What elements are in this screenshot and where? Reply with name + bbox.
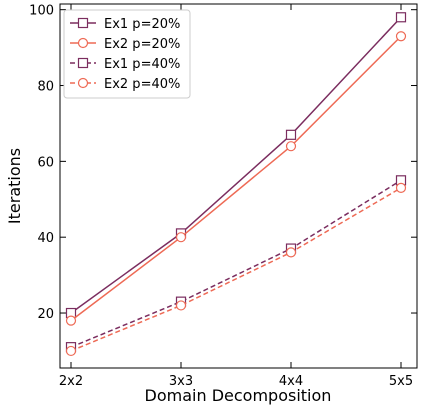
data-point <box>65 315 77 326</box>
y-tick-label: 40 <box>37 231 54 246</box>
series-line <box>70 179 402 348</box>
data-point <box>175 300 187 311</box>
data-point <box>285 141 297 152</box>
plot-frame <box>59 3 418 369</box>
legend-item: Ex2 p=40% <box>70 77 180 92</box>
legend-label: Ex1 p=40% <box>104 57 180 72</box>
legend-swatch-marker <box>77 37 89 49</box>
series-layer <box>65 12 407 357</box>
data-point <box>65 345 77 357</box>
x-tick-label: 5x5 <box>389 374 413 389</box>
y-tick-label: 100 <box>29 4 54 19</box>
series-2 <box>65 31 407 326</box>
legend-swatch-marker <box>77 17 89 29</box>
y-axis: 20 40 60 80 100 <box>29 4 417 322</box>
legend: Ex1 p=20% Ex2 p=20% Ex1 p=40% Ex2 p=40% <box>63 9 191 99</box>
series-line <box>70 16 402 314</box>
x-tick-label: 4x4 <box>279 374 303 389</box>
data-point <box>285 129 297 140</box>
series-4 <box>65 182 407 357</box>
data-point <box>395 31 407 42</box>
y-axis-title: Iterations <box>5 148 24 224</box>
legend-label: Ex1 p=20% <box>104 17 180 32</box>
series-line <box>70 35 402 322</box>
x-axis: 2x2 3x3 4x4 5x5 <box>59 4 413 389</box>
x-axis-title: Domain Decomposition <box>145 386 332 405</box>
data-point <box>285 247 297 258</box>
legend-swatch-marker <box>77 77 89 89</box>
legend-label: Ex2 p=40% <box>104 77 180 92</box>
legend-swatch-marker <box>77 57 89 69</box>
y-tick-label: 20 <box>37 307 54 322</box>
data-point <box>395 182 407 193</box>
data-point <box>175 232 187 243</box>
legend-item: Ex2 p=20% <box>70 37 180 52</box>
x-tick-label: 3x3 <box>169 374 193 389</box>
x-tick-label: 2x2 <box>59 374 83 389</box>
legend-item: Ex1 p=20% <box>70 17 180 32</box>
y-tick-label: 80 <box>37 80 54 95</box>
legend-frame <box>63 9 191 99</box>
series-3 <box>65 175 407 353</box>
data-point <box>395 12 407 23</box>
legend-label: Ex2 p=20% <box>104 37 180 52</box>
legend-item: Ex1 p=40% <box>70 57 180 72</box>
series-line <box>70 187 402 352</box>
y-tick-label: 60 <box>37 155 54 170</box>
